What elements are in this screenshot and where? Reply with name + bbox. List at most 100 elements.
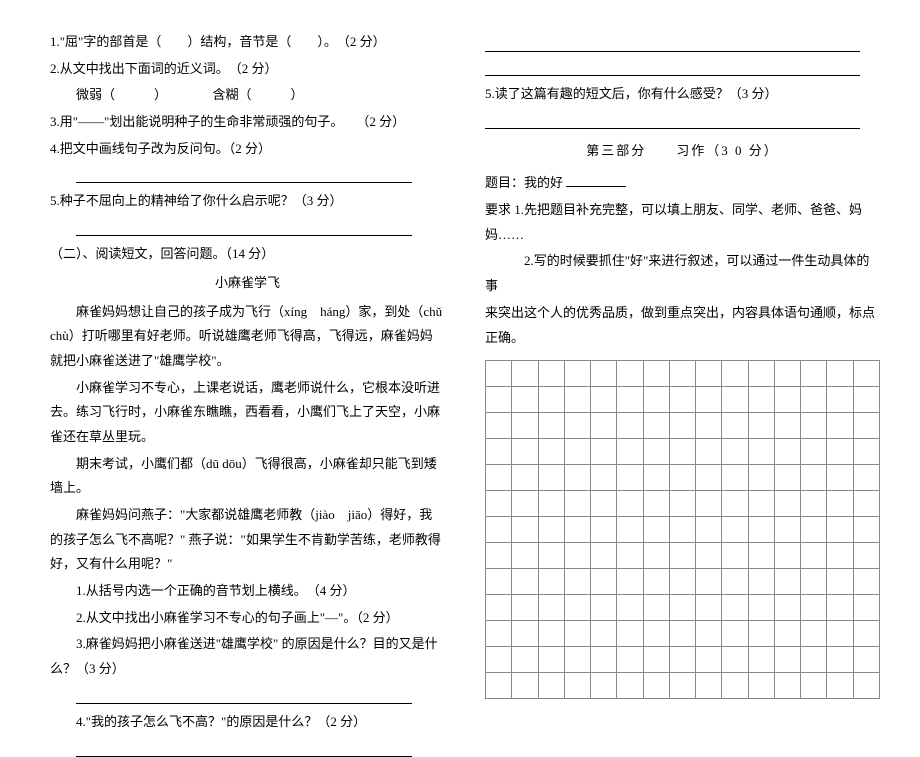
passage-p1: 麻雀妈妈想让自己的孩子成为飞行（xíng háng）家，到处（chǔ chù）打…: [50, 300, 445, 374]
writing-grid-cell: [591, 361, 617, 387]
writing-grid-cell: [696, 387, 722, 413]
passage-p3: 期末考试，小鹰们都（dū dōu）飞得很高，小麻雀却只能飞到矮墙上。: [50, 452, 445, 501]
writing-grid-cell: [486, 621, 512, 647]
writing-grid-cell: [512, 491, 538, 517]
writing-grid-cell: [853, 465, 879, 491]
writing-grid: [485, 360, 880, 699]
writing-grid-cell: [591, 491, 617, 517]
answer-blank-pq4: [76, 739, 412, 757]
writing-grid-cell: [696, 595, 722, 621]
writing-grid-cell: [722, 439, 748, 465]
writing-grid-cell: [564, 413, 590, 439]
requirement-1: 要求 1.先把题目补充完整，可以填上朋友、同学、老师、爸爸、妈妈……: [485, 198, 880, 247]
writing-grid-cell: [748, 517, 774, 543]
writing-grid-cell: [696, 569, 722, 595]
answer-blank-rq5: [485, 111, 860, 129]
writing-grid-cell: [512, 413, 538, 439]
writing-grid-cell: [722, 361, 748, 387]
writing-grid-cell: [591, 439, 617, 465]
passage-title: 小麻雀学飞: [50, 271, 445, 296]
writing-grid-cell: [801, 413, 827, 439]
writing-grid-cell: [591, 595, 617, 621]
writing-grid-cell: [538, 595, 564, 621]
writing-grid-cell: [696, 361, 722, 387]
writing-grid-cell: [748, 387, 774, 413]
writing-grid-cell: [486, 361, 512, 387]
writing-grid-cell: [669, 387, 695, 413]
writing-grid-cell: [722, 673, 748, 699]
writing-grid-cell: [617, 595, 643, 621]
writing-grid-cell: [827, 621, 853, 647]
writing-grid-cell: [748, 595, 774, 621]
writing-grid-cell: [696, 647, 722, 673]
writing-grid-cell: [774, 543, 800, 569]
answer-blank-pq3: [76, 686, 412, 704]
writing-grid-cell: [643, 439, 669, 465]
writing-grid-cell: [486, 647, 512, 673]
writing-grid-cell: [853, 491, 879, 517]
writing-grid-cell: [538, 621, 564, 647]
writing-grid-cell: [591, 673, 617, 699]
writing-grid-cell: [538, 387, 564, 413]
writing-grid-cell: [774, 647, 800, 673]
writing-grid-cell: [512, 361, 538, 387]
writing-grid-cell: [801, 569, 827, 595]
passage-p2: 小麻雀学习不专心，上课老说话，鹰老师说什么，它根本没听进去。练习飞行时，小麻雀东…: [50, 376, 445, 450]
writing-grid-cell: [853, 413, 879, 439]
writing-grid-cell: [617, 387, 643, 413]
writing-grid-cell: [564, 569, 590, 595]
writing-grid-cell: [722, 491, 748, 517]
writing-grid-cell: [774, 595, 800, 621]
writing-grid-cell: [722, 569, 748, 595]
writing-grid-cell: [564, 595, 590, 621]
writing-grid-cell: [774, 465, 800, 491]
writing-grid-cell: [538, 543, 564, 569]
writing-grid-cell: [853, 361, 879, 387]
writing-grid-cell: [722, 595, 748, 621]
writing-grid-cell: [827, 543, 853, 569]
writing-grid-cell: [643, 491, 669, 517]
writing-grid-cell: [669, 491, 695, 517]
writing-grid-cell: [591, 569, 617, 595]
writing-grid-cell: [486, 387, 512, 413]
writing-grid-cell: [801, 595, 827, 621]
writing-grid-cell: [827, 647, 853, 673]
writing-grid-cell: [564, 517, 590, 543]
writing-grid-cell: [486, 517, 512, 543]
writing-grid-cell: [643, 569, 669, 595]
writing-grid-cell: [591, 621, 617, 647]
writing-grid-cell: [748, 647, 774, 673]
writing-grid-cell: [617, 413, 643, 439]
writing-grid-cell: [643, 647, 669, 673]
writing-grid-cell: [643, 517, 669, 543]
writing-grid-cell: [617, 673, 643, 699]
writing-grid-cell: [722, 413, 748, 439]
writing-grid-cell: [696, 439, 722, 465]
writing-grid-cell: [827, 595, 853, 621]
writing-grid-cell: [801, 491, 827, 517]
writing-grid-cell: [591, 543, 617, 569]
writing-grid-cell: [669, 517, 695, 543]
question-4: 4.把文中画线句子改为反问句。（2 分）: [50, 137, 445, 162]
passage-q3: 3.麻雀妈妈把小麻雀送进"雄鹰学校" 的原因是什么？目的又是什么？（3 分）: [50, 632, 445, 681]
writing-grid-cell: [564, 647, 590, 673]
writing-grid-cell: [853, 569, 879, 595]
writing-grid-cell: [801, 647, 827, 673]
writing-grid-cell: [801, 439, 827, 465]
section3-title: 第三部分 习作（3 0 分）: [485, 139, 880, 164]
writing-grid-cell: [774, 491, 800, 517]
requirement-2: 2.写的时候要抓住"好"来进行叙述，可以通过一件生动具体的事: [485, 249, 880, 298]
writing-grid-cell: [801, 673, 827, 699]
requirement-3: 来突出这个人的优秀品质，做到重点突出，内容具体语句通顺，标点正确。: [485, 301, 880, 350]
writing-grid-cell: [564, 491, 590, 517]
writing-grid-cell: [853, 517, 879, 543]
writing-grid-container: [485, 360, 880, 699]
writing-grid-cell: [827, 569, 853, 595]
writing-grid-cell: [696, 673, 722, 699]
writing-grid-cell: [538, 439, 564, 465]
writing-grid-cell: [669, 673, 695, 699]
writing-grid-cell: [643, 465, 669, 491]
writing-grid-cell: [486, 465, 512, 491]
question-2: 2.从文中找出下面词的近义词。 （2 分）: [50, 57, 445, 82]
writing-grid-cell: [512, 621, 538, 647]
